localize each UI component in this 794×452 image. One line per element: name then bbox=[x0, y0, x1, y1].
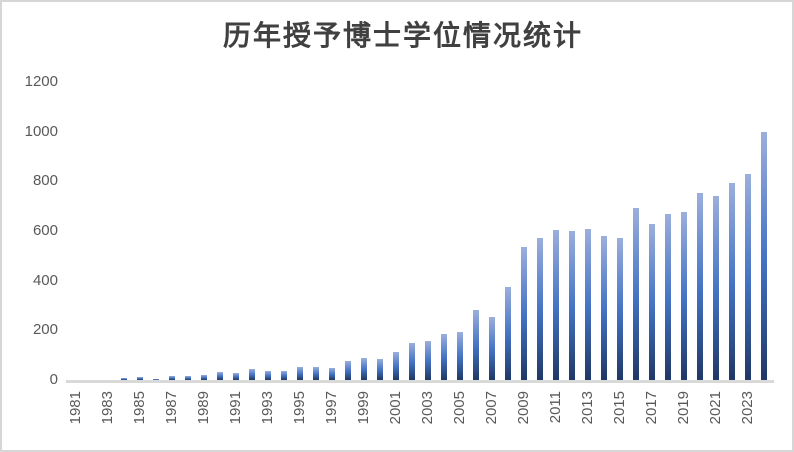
x-tick-label: 2021 bbox=[707, 391, 724, 425]
x-tick-label: 1981 bbox=[67, 391, 84, 425]
bar-2000 bbox=[377, 359, 383, 380]
y-tick-label: 600 bbox=[32, 222, 58, 239]
bar-1996 bbox=[313, 367, 319, 380]
bar-2004 bbox=[441, 334, 447, 380]
bar-2013 bbox=[585, 229, 591, 380]
x-tick-label: 1989 bbox=[195, 391, 212, 425]
chart-title: 历年授予博士学位情况统计 bbox=[222, 19, 583, 52]
bar-2024 bbox=[761, 132, 767, 380]
x-tick-label: 2001 bbox=[387, 391, 404, 425]
bar-1989 bbox=[201, 375, 207, 380]
y-tick-label: 400 bbox=[32, 271, 58, 289]
x-tick-label: 2011 bbox=[547, 391, 564, 424]
x-tick-label: 1985 bbox=[131, 391, 148, 425]
bar-1990 bbox=[217, 372, 223, 380]
bar-2017 bbox=[649, 224, 655, 380]
bar-2003 bbox=[425, 341, 431, 380]
x-tick-label: 2005 bbox=[451, 391, 468, 425]
bar-2010 bbox=[537, 238, 543, 380]
bar-1992 bbox=[249, 369, 255, 380]
bar-2021 bbox=[713, 196, 719, 380]
y-tick-label: 1000 bbox=[24, 122, 58, 140]
bar-2022 bbox=[729, 183, 735, 380]
y-tick-label: 1200 bbox=[24, 73, 58, 90]
x-tick-label: 1999 bbox=[355, 391, 372, 425]
bar-2014 bbox=[601, 236, 607, 380]
y-tick-label: 800 bbox=[32, 172, 58, 190]
x-tick-label: 1983 bbox=[99, 391, 116, 425]
x-tick-label: 2023 bbox=[739, 391, 756, 425]
bar-2019 bbox=[681, 212, 687, 380]
bar-1988 bbox=[185, 376, 191, 380]
bar-2015 bbox=[617, 238, 623, 380]
bar-2009 bbox=[521, 247, 527, 380]
bar-2018 bbox=[665, 214, 671, 380]
x-tick-label: 2003 bbox=[419, 391, 436, 425]
x-tick-label: 1997 bbox=[323, 391, 340, 425]
bar-2020 bbox=[697, 193, 703, 380]
bar-2012 bbox=[569, 231, 575, 380]
x-tick-label: 1995 bbox=[291, 391, 308, 425]
x-tick-label: 2017 bbox=[643, 391, 660, 425]
x-tick-label: 2019 bbox=[675, 391, 692, 425]
x-tick-label: 1993 bbox=[259, 391, 276, 425]
bar-2023 bbox=[745, 174, 751, 380]
bar-1999 bbox=[361, 358, 367, 380]
x-tick-label: 2007 bbox=[483, 391, 500, 425]
bar-1985 bbox=[137, 377, 143, 380]
bar-1993 bbox=[265, 371, 271, 380]
x-axis-line bbox=[66, 380, 774, 383]
bar-2007 bbox=[489, 317, 495, 380]
x-tick-label: 1987 bbox=[163, 391, 180, 425]
bar-2005 bbox=[457, 332, 463, 380]
bar-1997 bbox=[329, 368, 335, 380]
bar-1998 bbox=[345, 361, 351, 380]
bar-2011 bbox=[553, 230, 559, 380]
bar-2008 bbox=[505, 287, 511, 380]
x-tick-label: 2015 bbox=[611, 391, 628, 425]
bar-1984 bbox=[121, 378, 127, 380]
y-tick-label: 0 bbox=[49, 371, 58, 388]
bar-2016 bbox=[633, 208, 639, 380]
x-tick-label: 1991 bbox=[227, 391, 244, 425]
x-tick-label: 2013 bbox=[579, 391, 596, 425]
bar-1994 bbox=[281, 371, 287, 380]
x-tick-label: 2009 bbox=[515, 391, 532, 425]
bar-2006 bbox=[473, 310, 479, 380]
bar-2002 bbox=[409, 343, 415, 380]
bar-1995 bbox=[297, 367, 303, 380]
bar-2001 bbox=[393, 352, 399, 380]
bar-1991 bbox=[233, 373, 239, 380]
bar-1987 bbox=[169, 376, 175, 380]
bar-1986 bbox=[153, 379, 159, 380]
y-tick-label: 200 bbox=[32, 321, 58, 339]
